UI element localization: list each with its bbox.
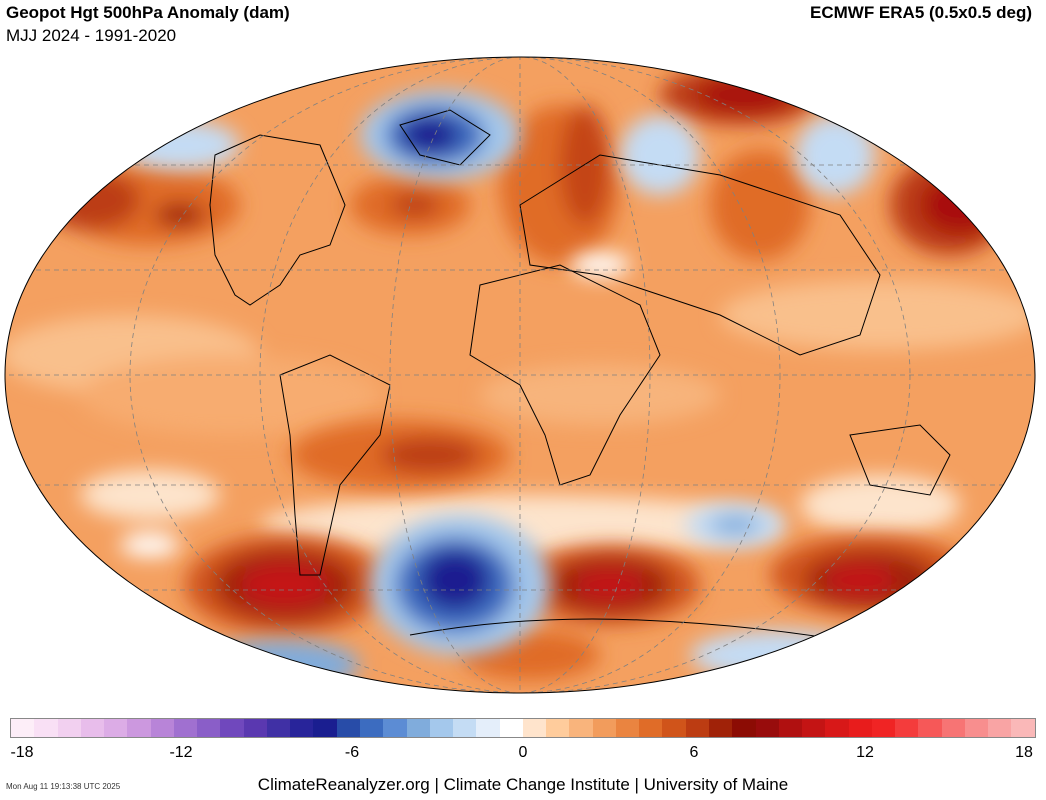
colorbar-tick-label: -12 (169, 744, 193, 761)
colorbar-swatch (895, 719, 919, 737)
colorbar-swatch (848, 719, 872, 737)
colorbar-swatch (197, 719, 221, 737)
colorbar-swatch (383, 719, 407, 737)
dataset-label: ECMWF ERA5 (0.5x0.5 deg) (810, 3, 1032, 22)
colorbar-swatch (592, 719, 616, 737)
colorbar-swatch (313, 719, 337, 737)
map-subtitle: MJJ 2024 - 1991-2020 (6, 26, 177, 45)
map-border (4, 56, 1036, 694)
graticule (5, 57, 1035, 693)
colorbar-swatch (406, 719, 430, 737)
colorbar-tick-labels: -18 -12 -6 0 6 12 18 (10, 744, 1036, 764)
colorbar-swatch (150, 719, 174, 737)
colorbar-tick-label: -6 (344, 744, 360, 761)
colorbar-tick-label: 18 (1015, 744, 1033, 761)
coastlines (209, 109, 951, 646)
colorbar-tick-label: 12 (856, 744, 874, 761)
credit-line: ClimateReanalyzer.org | Climate Change I… (257, 775, 789, 794)
colorbar-swatch (266, 719, 291, 737)
colorbar-swatch (825, 719, 849, 737)
colorbar-swatch (615, 719, 640, 737)
colorbar-swatch (57, 719, 81, 737)
colorbar-swatch (546, 719, 570, 737)
colorbar-swatch (453, 719, 477, 737)
colorbar-swatch (290, 719, 314, 737)
colorbar-swatch (522, 719, 547, 737)
colorbar-swatch (685, 719, 709, 737)
colorbar-tick-label: 6 (689, 744, 699, 761)
colorbar-swatch (127, 719, 151, 737)
colorbar-swatch (778, 719, 803, 737)
colorbar-swatch (941, 719, 965, 737)
colorbar-swatch (802, 719, 826, 737)
colorbar-swatch (429, 719, 454, 737)
colorbar-swatch (476, 719, 500, 737)
colorbar-swatch (662, 719, 686, 737)
colorbar-swatch (11, 719, 35, 737)
colorbar-swatch (732, 719, 756, 737)
colorbar-swatch (871, 719, 896, 737)
colorbar-swatch (499, 719, 523, 737)
colorbar-tick-label: 0 (518, 744, 528, 761)
positive-anomaly-areas (40, 65, 1010, 680)
colorbar-swatch (708, 719, 733, 737)
colorbar-swatch (220, 719, 244, 737)
colorbar-swatch (755, 719, 779, 737)
colorbar-swatch (359, 719, 384, 737)
colorbar-swatch (1011, 719, 1035, 737)
generated-timestamp: Mon Aug 11 19:13:38 UTC 2025 (6, 782, 121, 791)
colorbar-swatch (569, 719, 593, 737)
anomaly-map (4, 56, 1036, 694)
colorbar (10, 718, 1036, 738)
colorbar-swatch (34, 719, 58, 737)
colorbar-swatch (173, 719, 198, 737)
map-title: Geopot Hgt 500hPa Anomaly (dam) (6, 3, 290, 22)
colorbar-swatch (964, 719, 989, 737)
colorbar-swatch (80, 719, 105, 737)
colorbar-swatch (243, 719, 267, 737)
colorbar-swatch (336, 719, 360, 737)
colorbar-tick-label: -18 (10, 744, 34, 761)
colorbar-swatch (918, 719, 942, 737)
colorbar-swatch (639, 719, 663, 737)
map-field (5, 57, 1035, 693)
colorbar-swatch (104, 719, 128, 737)
colorbar-swatch (988, 719, 1012, 737)
